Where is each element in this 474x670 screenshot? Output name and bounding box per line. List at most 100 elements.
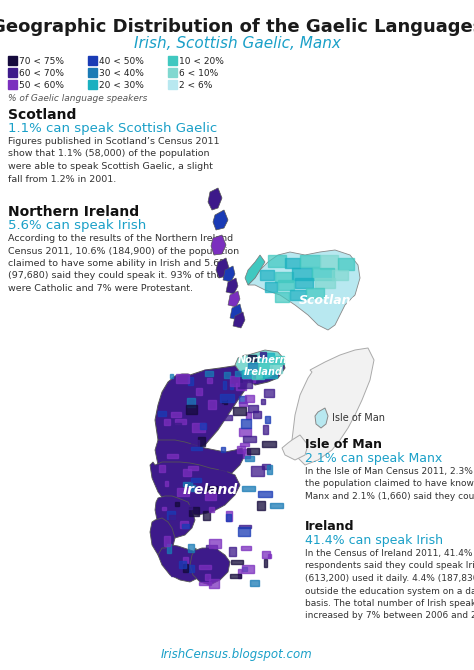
Polygon shape xyxy=(155,496,195,538)
Polygon shape xyxy=(150,518,175,558)
Bar xyxy=(205,574,210,580)
Bar xyxy=(230,560,243,563)
Polygon shape xyxy=(282,435,308,460)
Bar xyxy=(245,395,254,402)
Polygon shape xyxy=(208,188,222,210)
Bar xyxy=(219,460,227,465)
Polygon shape xyxy=(150,462,240,515)
Bar xyxy=(191,410,198,418)
Bar xyxy=(222,400,227,403)
Polygon shape xyxy=(213,210,228,230)
Bar xyxy=(217,395,226,401)
Polygon shape xyxy=(228,291,240,307)
Bar xyxy=(267,465,272,474)
Bar xyxy=(186,405,198,413)
Bar xyxy=(239,402,247,406)
Bar xyxy=(204,370,216,379)
Bar xyxy=(226,511,232,521)
Bar xyxy=(263,370,277,378)
Bar xyxy=(8,56,17,65)
Bar xyxy=(242,370,252,378)
Bar xyxy=(183,557,188,567)
Text: In the Isle of Man Census 2011, 2.3% (1,820) of
the population claimed to have k: In the Isle of Man Census 2011, 2.3% (1,… xyxy=(305,467,474,501)
Bar xyxy=(246,412,251,419)
Bar xyxy=(253,411,261,418)
Bar xyxy=(248,363,258,371)
Bar xyxy=(191,447,202,450)
Text: 2 < 6%: 2 < 6% xyxy=(179,81,212,90)
Bar xyxy=(275,272,293,282)
Text: 70 < 75%: 70 < 75% xyxy=(19,57,64,66)
Polygon shape xyxy=(235,350,285,380)
Bar xyxy=(170,397,174,401)
Bar xyxy=(220,415,232,420)
Bar xyxy=(167,511,175,519)
Bar xyxy=(332,270,348,280)
Bar xyxy=(205,371,212,376)
Bar xyxy=(272,356,284,364)
Polygon shape xyxy=(158,545,202,582)
Text: 30 < 40%: 30 < 40% xyxy=(99,69,144,78)
Bar xyxy=(209,507,214,512)
Bar xyxy=(176,488,189,496)
Bar xyxy=(189,507,199,516)
Bar xyxy=(208,400,216,409)
Bar xyxy=(170,375,173,379)
Bar xyxy=(180,521,188,528)
Bar xyxy=(242,486,255,490)
Bar xyxy=(243,449,250,458)
Bar xyxy=(179,561,186,567)
Bar xyxy=(168,68,177,77)
Polygon shape xyxy=(226,278,238,294)
Bar xyxy=(230,376,239,386)
Bar xyxy=(223,381,226,389)
Text: Ireland: Ireland xyxy=(305,520,355,533)
Bar xyxy=(196,387,202,395)
Bar xyxy=(241,546,251,550)
Bar xyxy=(210,404,223,411)
Bar xyxy=(167,454,177,458)
Bar xyxy=(248,405,258,412)
Bar xyxy=(264,559,267,567)
Polygon shape xyxy=(245,255,265,285)
Bar xyxy=(191,478,201,482)
Bar xyxy=(320,255,338,269)
Text: 41.4% can speak Irish: 41.4% can speak Irish xyxy=(305,534,443,547)
Polygon shape xyxy=(292,348,374,465)
Bar xyxy=(199,565,211,569)
Bar xyxy=(188,377,193,385)
Bar xyxy=(270,502,283,508)
Bar xyxy=(251,466,264,476)
Bar xyxy=(242,567,247,571)
Bar xyxy=(248,355,260,363)
Bar xyxy=(162,507,166,511)
Bar xyxy=(167,544,171,553)
Bar xyxy=(171,411,181,417)
Bar xyxy=(159,465,165,472)
Bar xyxy=(260,270,274,280)
Text: Isle of Man: Isle of Man xyxy=(305,438,382,451)
Bar xyxy=(168,80,177,89)
Bar xyxy=(262,441,276,447)
Bar xyxy=(239,427,251,436)
Bar xyxy=(174,419,186,424)
Text: Isle of Man: Isle of Man xyxy=(332,413,385,423)
Bar xyxy=(188,544,194,552)
Text: 10 < 20%: 10 < 20% xyxy=(179,57,224,66)
Bar xyxy=(176,374,189,383)
Bar xyxy=(179,453,191,458)
Bar xyxy=(237,569,241,578)
Polygon shape xyxy=(233,312,245,328)
Text: Scotland: Scotland xyxy=(299,293,361,306)
Text: IrishCensus.blogspot.com: IrishCensus.blogspot.com xyxy=(161,648,313,661)
Bar xyxy=(199,582,211,585)
Bar xyxy=(260,353,274,361)
Bar xyxy=(243,375,255,382)
Text: Figures published in Scotland’s Census 2011
show that 1.1% (58,000) of the popul: Figures published in Scotland’s Census 2… xyxy=(8,137,219,184)
Bar xyxy=(182,524,190,528)
Text: In the Census of Ireland 2011, 41.4% (1.78m) of
respondents said they could spea: In the Census of Ireland 2011, 41.4% (1.… xyxy=(305,549,474,620)
Bar xyxy=(229,547,236,555)
Bar xyxy=(220,448,225,452)
Bar xyxy=(238,527,250,536)
Bar xyxy=(230,384,233,389)
